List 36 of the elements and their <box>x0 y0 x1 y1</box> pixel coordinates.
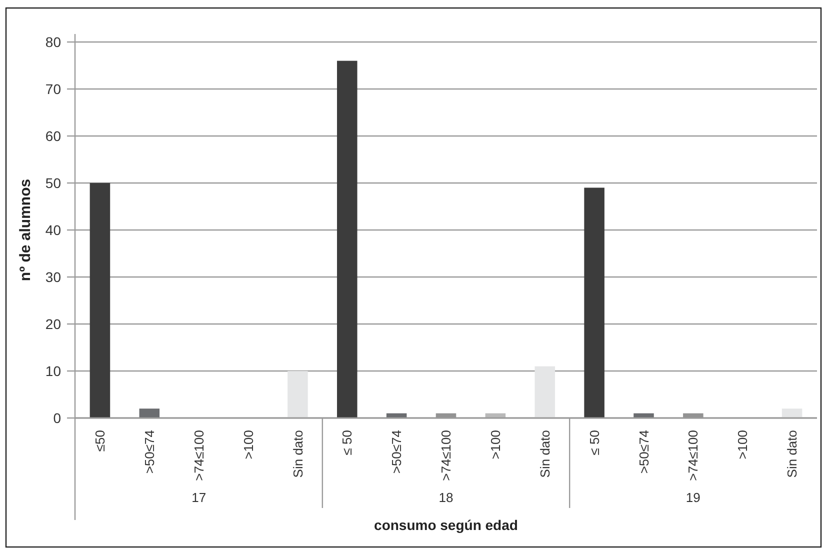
y-tick-label: 80 <box>45 34 62 50</box>
x-tick-label: >100 <box>488 430 503 460</box>
y-axis-title: nº de alumnos <box>17 178 34 282</box>
bar <box>534 366 555 418</box>
bar <box>782 408 802 418</box>
bar <box>139 408 160 418</box>
y-tick-label: 30 <box>45 268 62 285</box>
y-tick-label: 10 <box>45 362 62 379</box>
text: 17 <box>192 490 206 505</box>
x-tick-label: ≤ 50 <box>586 430 602 456</box>
x-tick-label: >50≤74 <box>389 430 404 474</box>
y-tick-label: 70 <box>45 80 62 97</box>
x-tick-label: Sin dato <box>784 430 800 478</box>
x-tick-label: >100 <box>240 430 256 460</box>
y-tick-label: 50 <box>45 174 62 191</box>
x-tick-label: >100 <box>735 430 750 460</box>
y-tick-label: 60 <box>45 128 62 144</box>
x-tick-label: >50≤74 <box>636 430 652 474</box>
text: 19 <box>686 490 700 505</box>
x-tick-label: Sin dato <box>290 430 306 478</box>
text: 18 <box>438 490 454 505</box>
bar <box>90 183 110 418</box>
bar <box>337 60 358 418</box>
bar <box>288 371 308 418</box>
y-tick-label: 40 <box>45 222 62 238</box>
bar <box>584 188 604 418</box>
x-tick-label: ≤ 50 <box>340 430 355 456</box>
x-tick-label: >74≤100 <box>191 430 206 481</box>
x-tick-label: >74≤100 <box>686 430 701 481</box>
x-tick-label: ≤50 <box>92 430 108 452</box>
x-tick-label: >50≤74 <box>142 430 157 474</box>
x-tick-label: >74≤100 <box>438 430 454 481</box>
x-axis-title: consumo según edad <box>374 517 518 533</box>
y-tick-label: 20 <box>45 316 62 332</box>
x-tick-label: Sin dato <box>537 430 552 478</box>
y-tick-label: 0 <box>53 410 62 426</box>
